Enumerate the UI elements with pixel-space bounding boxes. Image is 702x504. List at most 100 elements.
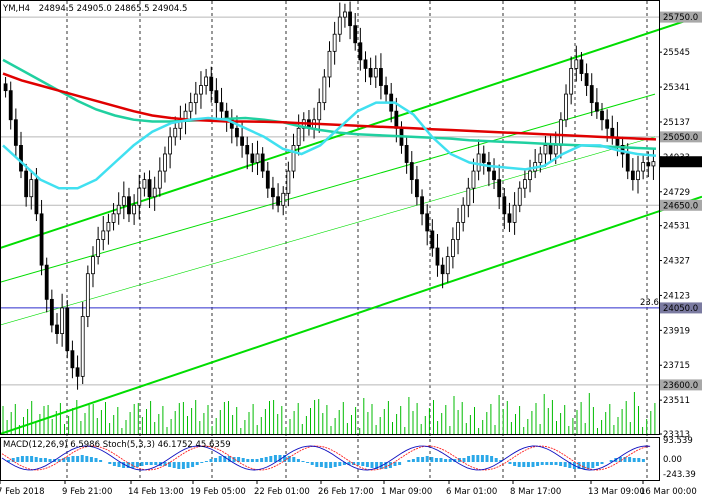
candle-body-98 (507, 213, 512, 223)
stoch-signal-line (1, 445, 651, 471)
candle-body-28 (147, 179, 152, 198)
candle-body-83 (430, 230, 435, 249)
chart-title: YM,H4 24894.5 24905.0 24865.5 24904.5 (2, 4, 187, 14)
candle-body-33 (173, 127, 178, 138)
candle-body-37 (193, 93, 198, 104)
candle-body-82 (425, 213, 430, 232)
candle-body-47 (245, 145, 250, 155)
candle-body-52 (271, 187, 275, 198)
candle-body-121 (625, 153, 630, 172)
candle-body-125 (646, 162, 651, 167)
candle-body-49 (255, 153, 260, 163)
candle-body-84 (435, 247, 440, 266)
candle-body-73 (379, 68, 383, 86)
candle-body-38 (199, 85, 203, 95)
indicator-header: MACD(12,26,9) 6.5986 Stoch(5,3,3) 46.175… (3, 440, 231, 450)
candle-body-21 (111, 213, 116, 223)
candle-body-104 (538, 153, 543, 163)
candle-body-26 (137, 187, 142, 206)
candle-body-89 (461, 204, 466, 223)
candle-body-1 (8, 90, 13, 121)
candle-body-30 (157, 170, 162, 189)
candle-body-113 (584, 73, 589, 86)
candle-body-79 (409, 162, 414, 181)
ohlc-readout: 24894.5 24905.0 24865.5 24904.5 (39, 4, 188, 14)
candle-body-107 (553, 145, 558, 155)
candle-body-106 (548, 145, 553, 155)
candle-body-112 (579, 59, 584, 74)
candle-body-122 (630, 170, 635, 181)
candle-body-3 (19, 145, 23, 172)
candle-body-115 (594, 102, 599, 112)
candle-body-23 (121, 196, 126, 206)
y-label-bg-15 (660, 379, 702, 391)
y-tick-label-2: 25341 (663, 83, 690, 93)
candle-body-100 (517, 187, 522, 206)
candle-body-55 (286, 170, 291, 194)
candle-body-101 (522, 179, 527, 189)
candle-body-126 (651, 161, 656, 167)
sub-scale-label-1: 0.00 (663, 455, 682, 465)
candle-body-67 (348, 11, 352, 27)
candle-body-123 (636, 170, 640, 181)
x-tick-label-0: 7 Feb 2018 (0, 487, 45, 497)
candle-body-71 (368, 68, 373, 78)
candle-body-80 (415, 179, 419, 198)
candle-body-2 (13, 119, 18, 146)
y-tick-label-17: 23313 (663, 430, 690, 440)
x-tick-label-7: 6 Mar 01:00 (446, 487, 497, 497)
candle-body-20 (106, 221, 111, 232)
y-tick-label-7: 24729 (663, 188, 690, 198)
candle-body-124 (641, 162, 646, 172)
candle-body-16 (85, 273, 90, 317)
y-tick-label-12: 24050.0 (663, 304, 698, 314)
candle-body-12 (65, 307, 70, 352)
y-tick-label-13: 23919 (663, 326, 690, 336)
candle-body-32 (168, 136, 173, 155)
candle-body-62 (322, 76, 327, 104)
y-tick-label-3: 25137 (663, 118, 690, 128)
candle-body-81 (420, 196, 424, 215)
candle-body-72 (373, 68, 378, 78)
candle-body-88 (456, 221, 460, 240)
candle-body-11 (60, 307, 65, 334)
candle-body-118 (610, 127, 615, 138)
candle-body-54 (281, 192, 286, 206)
candle-body-45 (235, 127, 239, 138)
candle-body-70 (363, 59, 368, 69)
candle-body-56 (291, 145, 296, 172)
stoch-main-line (1, 445, 651, 471)
candle-body-22 (116, 204, 121, 215)
candle-body-10 (55, 324, 59, 334)
candle-body-40 (209, 76, 214, 92)
x-tick-label-3: 19 Feb 05:00 (190, 487, 246, 497)
candle-body-29 (152, 187, 157, 198)
x-tick-label-9: 13 Mar 09:00 (588, 487, 645, 497)
candle-body-42 (219, 102, 224, 112)
ema-teal-line (2, 58, 657, 151)
candle-body-46 (240, 136, 244, 146)
candle-body-64 (332, 33, 337, 52)
candle-body-96 (497, 179, 502, 198)
candle-body-114 (589, 85, 594, 104)
sub-scale-label-2: -243.39 (663, 470, 696, 480)
y-tick-label-14: 23715 (663, 361, 690, 371)
candle-body-65 (337, 16, 342, 35)
y-tick-label-4: 25050.0 (663, 133, 698, 143)
fib-tag: 23.6 (640, 298, 659, 308)
candle-body-116 (600, 110, 604, 121)
candle-body-76 (394, 110, 399, 129)
y-tick-label-15: 23600.0 (663, 381, 698, 391)
y-tick-label-1: 25545 (663, 48, 690, 58)
y-tick-label-9: 24531 (663, 222, 690, 232)
candle-body-13 (70, 350, 75, 369)
candle-body-24 (127, 196, 131, 215)
candle-body-36 (188, 102, 193, 112)
candle-body-8 (44, 264, 49, 300)
candle-body-50 (260, 153, 265, 172)
x-tick-label-2: 14 Feb 13:00 (128, 487, 184, 497)
candle-body-4 (24, 170, 29, 198)
symbol-timeframe: YM,H4 (2, 4, 30, 14)
